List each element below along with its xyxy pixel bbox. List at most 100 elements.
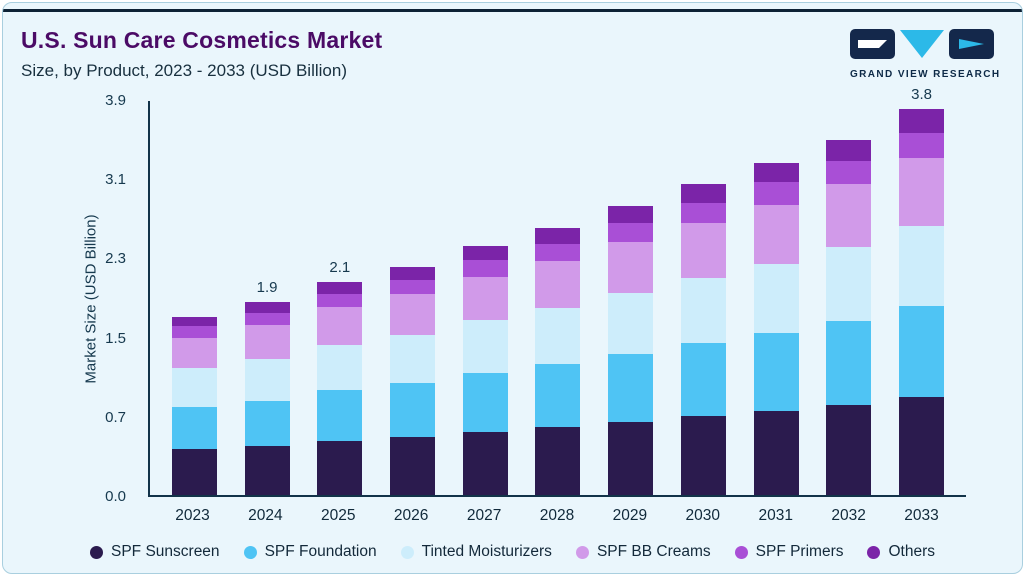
y-tick-label: 0.0 <box>105 488 126 505</box>
bar-segment <box>390 266 436 280</box>
bar-segment <box>171 317 217 327</box>
bar-segment <box>899 157 945 226</box>
legend-dot-icon <box>575 545 589 559</box>
bar-segment <box>753 410 799 495</box>
bar-segment <box>390 334 436 384</box>
grand-view-research-logo-icon <box>850 29 994 59</box>
bar-segment <box>753 182 799 205</box>
bar-value-label: 1.9 <box>256 279 278 297</box>
legend-item: SPF BB Creams <box>575 543 711 561</box>
bar-segment <box>462 276 508 321</box>
bar-segment <box>317 293 363 308</box>
bar-2029 <box>608 101 654 495</box>
bar-segment <box>317 281 363 294</box>
bar-segment <box>244 358 290 401</box>
bar-2028 <box>535 101 581 495</box>
y-tick-label: 0.7 <box>105 408 126 426</box>
bar-segment <box>826 247 872 322</box>
x-tick-label: 2032 <box>831 507 866 524</box>
bar-segment <box>244 313 290 326</box>
plot-area: 1.9 2.1 3.8 <box>148 86 966 497</box>
bar-segment <box>244 325 290 359</box>
bar-segment <box>390 279 436 294</box>
bar-2030 <box>680 101 726 495</box>
bar-segment <box>899 109 945 133</box>
bar-segment <box>826 321 872 405</box>
bar-segment <box>462 373 508 433</box>
page-title: U.S. Sun Care Cosmetics Market <box>21 27 383 53</box>
bar-segment <box>171 449 217 495</box>
bar-segment <box>317 307 363 345</box>
bar-segment <box>244 302 290 314</box>
y-tick-label: 2.3 <box>105 250 126 268</box>
bar-segment <box>317 344 363 391</box>
x-axis-labels: 2023 2024 2025 2026 2027 2028 2029 2030 2031 2032… <box>148 507 966 525</box>
legend-label: SPF Sunscreen <box>111 543 220 560</box>
x-tick-label: 2029 <box>612 507 648 524</box>
bar-segment <box>826 160 872 185</box>
bar-segment <box>171 337 217 369</box>
y-tick-label: 3.1 <box>105 171 126 189</box>
bar-2031 <box>753 101 799 495</box>
bar-segment <box>608 222 654 243</box>
legend-dot-icon <box>90 545 103 559</box>
y-axis-ticks: 0.0 0.7 1.5 2.3 3.1 3.9 <box>3 92 138 505</box>
bar-2027 <box>462 101 508 495</box>
bar-segment <box>244 400 290 447</box>
bar-segment <box>680 277 726 343</box>
legend-item: SPF Sunscreen <box>90 543 220 561</box>
bar-2032 <box>826 101 872 495</box>
bar-segment <box>462 320 508 374</box>
x-tick-label: 2025 <box>321 507 356 524</box>
legend-label: SPF Foundation <box>264 543 377 560</box>
bar-2023 <box>171 101 217 495</box>
legend-dot-icon <box>243 545 257 559</box>
bar-segment <box>753 263 799 333</box>
legend-dot-icon <box>734 545 748 559</box>
page-subtitle: Size, by Product, 2023 - 2033 (USD Billi… <box>21 61 347 80</box>
legend-item: Others <box>867 543 935 561</box>
legend-label: SPF Primers <box>755 543 844 560</box>
legend-dot-icon <box>400 545 414 559</box>
x-tick-label: 2027 <box>466 507 502 524</box>
brand-logo: GRAND VIEW RESEARCH <box>850 29 1001 80</box>
bar-segment <box>390 437 436 495</box>
bar-segment <box>244 446 290 495</box>
bar-segment <box>535 426 581 495</box>
brand-name: GRAND VIEW RESEARCH <box>850 69 1001 80</box>
legend-item: Tinted Moisturizers <box>400 543 552 561</box>
x-tick-label: 2031 <box>758 507 793 524</box>
x-tick-label: 2024 <box>248 507 283 524</box>
bar-segment <box>899 306 945 397</box>
x-tick-label: 2028 <box>539 507 575 524</box>
legend-item: SPF Foundation <box>243 543 377 561</box>
bar-segment <box>171 368 217 407</box>
bar-segment <box>680 415 726 495</box>
bar-segment <box>535 228 581 245</box>
bar-segment <box>899 132 945 158</box>
bar-segment <box>680 202 726 223</box>
bar-segment <box>171 406 217 450</box>
bar-segment <box>535 364 581 427</box>
bar-segment <box>535 244 581 262</box>
bar-segment <box>535 261 581 309</box>
bar-value-label: 3.8 <box>911 86 932 104</box>
bar-segment <box>753 204 799 264</box>
bar-segment <box>317 390 363 442</box>
stacked-bar-chart: Market Size (USD Billion) 0.0 0.7 1.5 2.3 3.… <box>3 3 1022 573</box>
bar-segment <box>753 332 799 411</box>
legend-label: SPF BB Creams <box>596 543 711 560</box>
bar-segment <box>462 246 508 261</box>
bar-value-label: 2.1 <box>329 258 351 276</box>
bar-segment <box>899 225 945 307</box>
x-tick-label: 2023 <box>175 507 210 524</box>
bar-segment <box>317 441 363 495</box>
legend-item: SPF Primers <box>734 543 844 561</box>
bar-2033: 3.8 <box>899 86 945 495</box>
x-tick-label: 2033 <box>904 507 939 524</box>
bar-segment <box>899 396 945 495</box>
x-tick-label: 2030 <box>685 507 721 524</box>
bar-segment <box>608 292 654 354</box>
bar-segment <box>390 293 436 335</box>
